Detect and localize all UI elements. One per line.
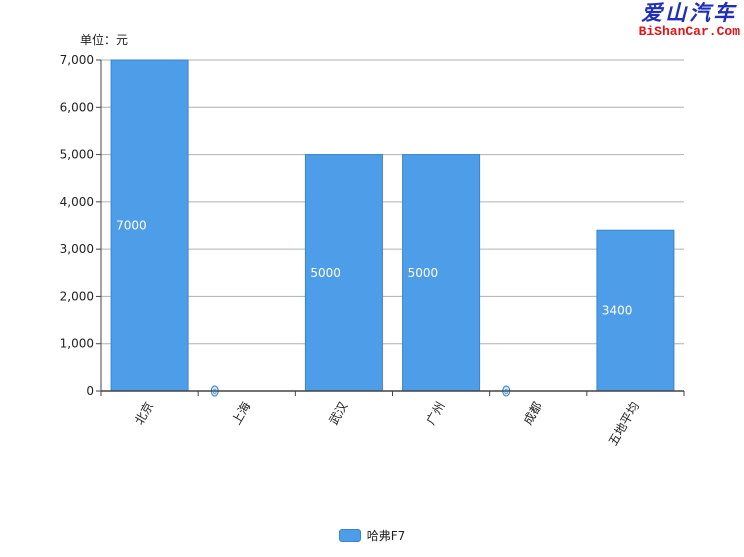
y-tick-label: 0 <box>86 384 94 398</box>
bars <box>110 59 675 397</box>
x-tick-label: 北京 <box>132 400 156 428</box>
grid-lines <box>101 59 684 345</box>
watermark-chinese: 爱山汽车 <box>641 0 738 25</box>
y-tick-label: 2,000 <box>60 289 94 303</box>
x-tick-label: 成都 <box>521 400 545 428</box>
legend-swatch <box>338 529 361 542</box>
data-label: 0 <box>504 388 508 396</box>
unit-label: 单位：元 <box>80 33 129 47</box>
watermark-english: BiShanCar.Com <box>638 24 740 39</box>
bar <box>304 154 383 392</box>
y-tick-label: 4,000 <box>60 195 94 209</box>
x-tick-label: 广州 <box>424 400 448 428</box>
y-tick-label: 3,000 <box>60 242 94 256</box>
legend-label: 哈弗F7 <box>366 529 406 543</box>
x-tick-labels: 北京 上海 武汉 广州 成都 五地平均 <box>132 399 642 448</box>
data-label: 3400 <box>602 304 633 318</box>
y-tick-label: 1,000 <box>60 337 94 351</box>
y-tick-label: 7,000 <box>60 53 94 67</box>
data-label: 7000 <box>116 219 147 233</box>
data-label: 5000 <box>408 266 439 280</box>
axes <box>96 59 685 396</box>
y-tick-labels: 0 1,000 2,000 3,000 4,000 5,000 6,000 7,000 <box>60 53 94 398</box>
data-label: 0 <box>213 388 217 396</box>
y-tick-label: 6,000 <box>60 100 94 114</box>
legend: 哈弗F7 <box>0 527 744 544</box>
data-labels: 7000 0 5000 5000 0 3400 <box>116 219 632 397</box>
x-tick-label: 五地平均 <box>606 400 642 449</box>
x-tick-label: 上海 <box>228 399 253 427</box>
data-label: 5000 <box>310 266 341 280</box>
watermark-logo: 爱山汽车 BiShanCar.Com <box>639 2 740 38</box>
y-tick-label: 5,000 <box>60 148 94 162</box>
x-tick-label: 武汉 <box>326 400 350 428</box>
